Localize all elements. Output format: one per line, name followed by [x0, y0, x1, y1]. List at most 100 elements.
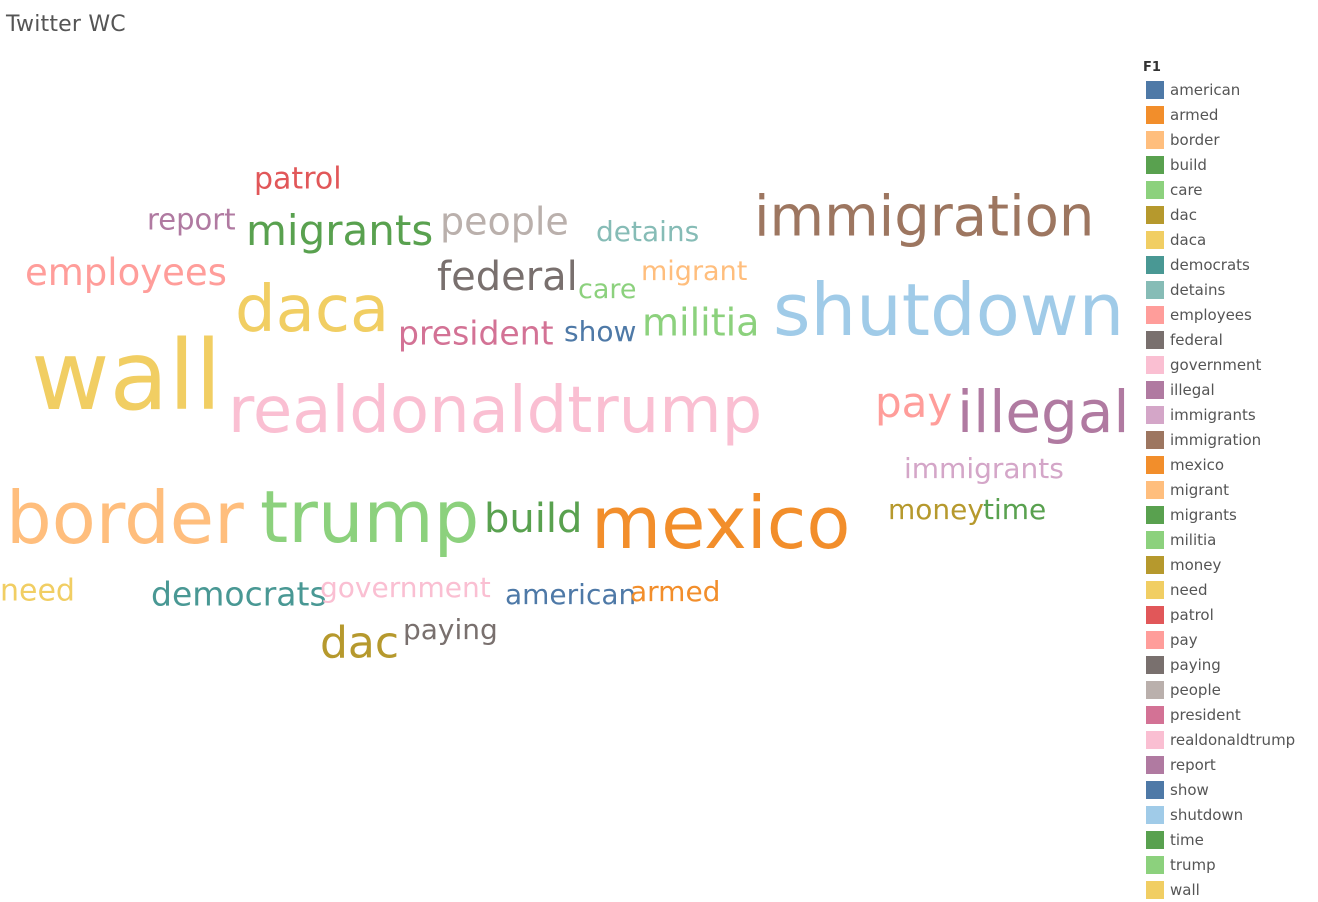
- legend-label: build: [1170, 155, 1207, 174]
- legend-swatch: [1146, 805, 1164, 824]
- word-need[interactable]: need: [0, 573, 75, 609]
- legend-label: time: [1170, 830, 1204, 849]
- word-daca[interactable]: daca: [235, 273, 390, 348]
- legend-item-shutdown[interactable]: shutdown: [1143, 802, 1313, 827]
- word-pay[interactable]: pay: [875, 378, 953, 428]
- legend-label: money: [1170, 555, 1222, 574]
- word-build[interactable]: build: [484, 495, 583, 542]
- legend-label: migrants: [1170, 505, 1237, 524]
- legend-item-employees[interactable]: employees: [1143, 302, 1313, 327]
- legend-item-patrol[interactable]: patrol: [1143, 602, 1313, 627]
- legend-label: federal: [1170, 330, 1223, 349]
- word-president[interactable]: president: [398, 313, 554, 353]
- word-immigration[interactable]: immigration: [754, 184, 1095, 250]
- legend-item-militia[interactable]: militia: [1143, 527, 1313, 552]
- chart-title: Twitter WC: [6, 12, 126, 37]
- legend: F1 american armed border build care dac daca de…: [1143, 60, 1313, 902]
- legend-item-people[interactable]: people: [1143, 677, 1313, 702]
- word-migrant[interactable]: migrant: [641, 255, 748, 287]
- word-show[interactable]: show: [564, 315, 637, 349]
- word-immigrants[interactable]: immigrants: [904, 452, 1064, 486]
- legend-item-trump[interactable]: trump: [1143, 852, 1313, 877]
- word-shutdown[interactable]: shutdown: [773, 267, 1125, 352]
- legend-item-detains[interactable]: detains: [1143, 277, 1313, 302]
- legend-swatch: [1146, 580, 1164, 599]
- legend-item-time[interactable]: time: [1143, 827, 1313, 852]
- legend-item-mexico[interactable]: mexico: [1143, 452, 1313, 477]
- word-realdonaldtrump[interactable]: realdonaldtrump: [228, 374, 763, 449]
- word-report[interactable]: report: [147, 202, 236, 237]
- legend-label: mexico: [1170, 455, 1225, 474]
- word-patrol[interactable]: patrol: [254, 161, 342, 197]
- legend-swatch: [1146, 305, 1164, 324]
- legend-item-dac[interactable]: dac: [1143, 202, 1313, 227]
- legend-swatch: [1146, 230, 1164, 249]
- legend-item-migrants[interactable]: migrants: [1143, 502, 1313, 527]
- legend-label: need: [1170, 580, 1208, 599]
- legend-label: militia: [1170, 530, 1217, 549]
- word-paying[interactable]: paying: [403, 613, 498, 647]
- legend-label: migrant: [1170, 480, 1230, 499]
- legend-item-illegal[interactable]: illegal: [1143, 377, 1313, 402]
- legend-item-money[interactable]: money: [1143, 552, 1313, 577]
- word-employees[interactable]: employees: [25, 251, 227, 295]
- legend-item-immigrants[interactable]: immigrants: [1143, 402, 1313, 427]
- legend-item-build[interactable]: build: [1143, 152, 1313, 177]
- legend-swatch: [1146, 405, 1164, 424]
- legend-item-migrant[interactable]: migrant: [1143, 477, 1313, 502]
- legend-label: daca: [1170, 230, 1207, 249]
- legend-item-paying[interactable]: paying: [1143, 652, 1313, 677]
- legend-item-report[interactable]: report: [1143, 752, 1313, 777]
- legend-swatch: [1146, 380, 1164, 399]
- word-detains[interactable]: detains: [596, 215, 700, 249]
- word-armed[interactable]: armed: [630, 575, 721, 609]
- legend-item-wall[interactable]: wall: [1143, 877, 1313, 902]
- legend-swatch: [1146, 555, 1164, 574]
- legend-swatch: [1146, 605, 1164, 624]
- legend-item-democrats[interactable]: democrats: [1143, 252, 1313, 277]
- legend-label: pay: [1170, 630, 1198, 649]
- legend-item-federal[interactable]: federal: [1143, 327, 1313, 352]
- legend-swatch: [1146, 280, 1164, 299]
- legend-items: american armed border build care dac daca democ…: [1143, 77, 1313, 902]
- word-american[interactable]: american: [505, 578, 637, 612]
- word-government[interactable]: government: [320, 571, 491, 605]
- word-money[interactable]: money: [888, 493, 984, 527]
- legend-item-care[interactable]: care: [1143, 177, 1313, 202]
- legend-item-realdonaldtrump[interactable]: realdonaldtrump: [1143, 727, 1313, 752]
- word-care[interactable]: care: [578, 273, 637, 305]
- legend-swatch: [1146, 180, 1164, 199]
- legend-swatch: [1146, 705, 1164, 724]
- legend-label: armed: [1170, 105, 1219, 124]
- word-democrats[interactable]: democrats: [151, 574, 327, 614]
- legend-item-president[interactable]: president: [1143, 702, 1313, 727]
- legend-item-show[interactable]: show: [1143, 777, 1313, 802]
- legend-label: paying: [1170, 655, 1221, 674]
- legend-item-american[interactable]: american: [1143, 77, 1313, 102]
- word-dac[interactable]: dac: [320, 617, 400, 669]
- legend-item-pay[interactable]: pay: [1143, 627, 1313, 652]
- legend-swatch: [1146, 880, 1164, 899]
- legend-swatch: [1146, 480, 1164, 499]
- word-militia[interactable]: militia: [642, 300, 760, 345]
- legend-swatch: [1146, 430, 1164, 449]
- word-trump[interactable]: trump: [260, 474, 480, 559]
- word-federal[interactable]: federal: [437, 253, 578, 300]
- word-mexico[interactable]: mexico: [591, 480, 851, 565]
- legend-swatch: [1146, 730, 1164, 749]
- legend-item-armed[interactable]: armed: [1143, 102, 1313, 127]
- legend-item-immigration[interactable]: immigration: [1143, 427, 1313, 452]
- legend-label: illegal: [1170, 380, 1215, 399]
- legend-swatch: [1146, 630, 1164, 649]
- word-migrants[interactable]: migrants: [246, 206, 434, 256]
- word-people[interactable]: people: [440, 199, 569, 244]
- legend-item-daca[interactable]: daca: [1143, 227, 1313, 252]
- word-illegal[interactable]: illegal: [957, 377, 1130, 446]
- legend-item-government[interactable]: government: [1143, 352, 1313, 377]
- legend-item-border[interactable]: border: [1143, 127, 1313, 152]
- legend-item-need[interactable]: need: [1143, 577, 1313, 602]
- legend-label: government: [1170, 355, 1262, 374]
- word-wall[interactable]: wall: [31, 320, 222, 433]
- word-time[interactable]: time: [983, 493, 1047, 527]
- word-border[interactable]: border: [6, 475, 244, 560]
